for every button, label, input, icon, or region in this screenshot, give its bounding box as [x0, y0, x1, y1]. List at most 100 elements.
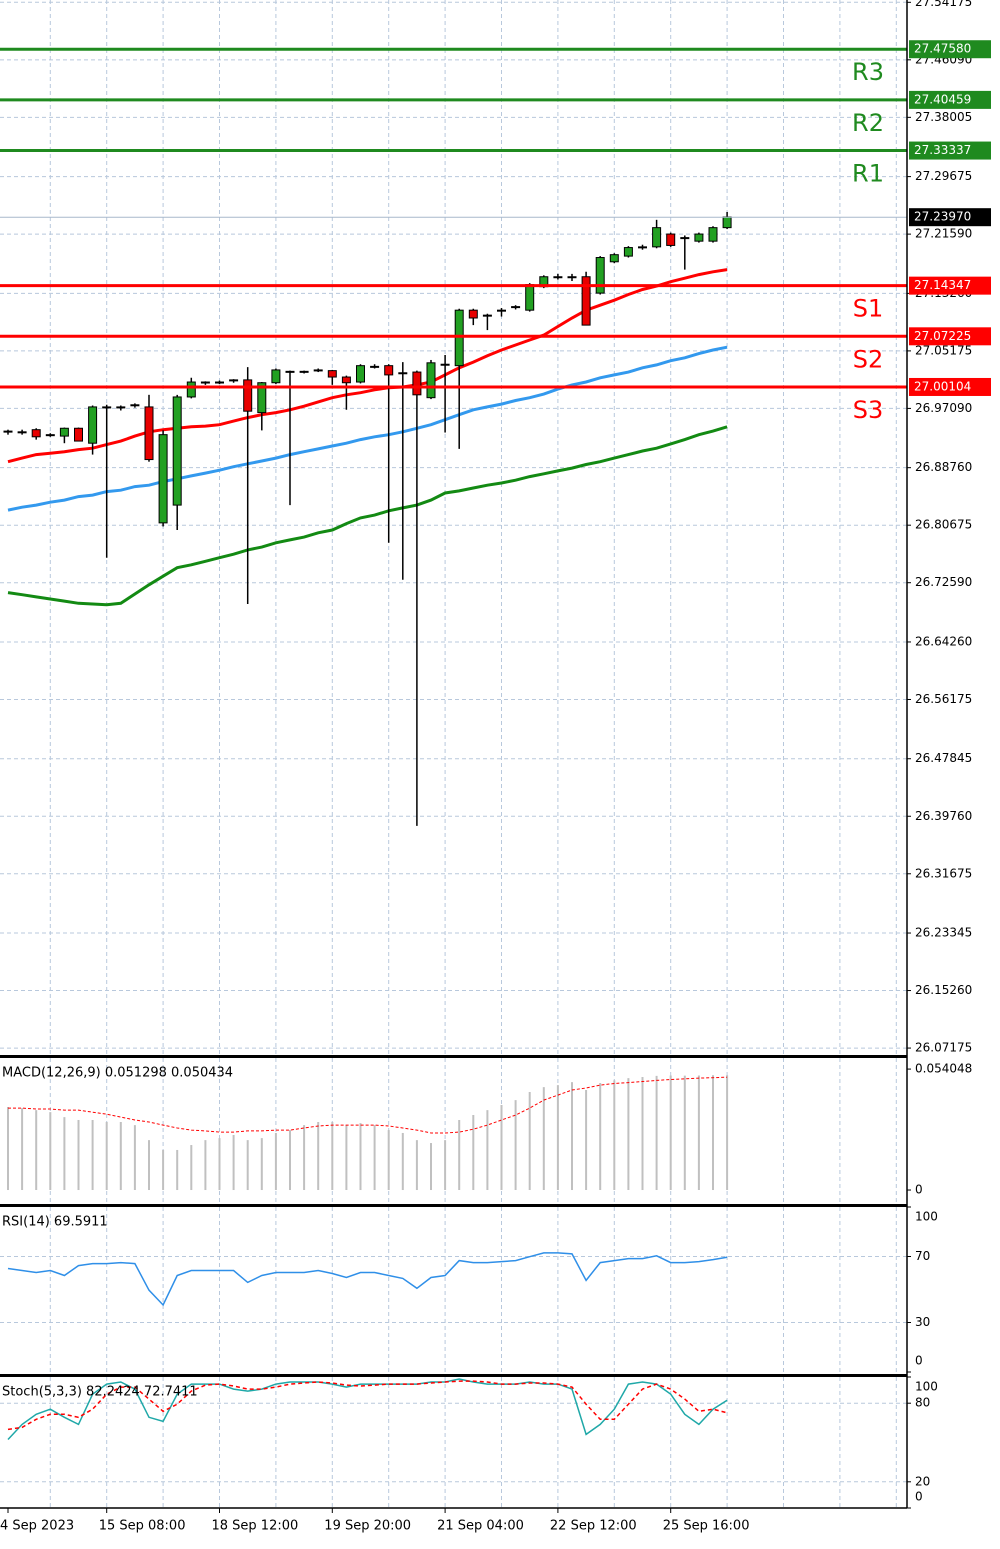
- y-tick-label: 26.23345: [915, 926, 972, 940]
- candle-body: [623, 247, 633, 257]
- pivot-value-label: 27.07225: [914, 329, 971, 343]
- candle-body: [200, 381, 210, 384]
- candle-body: [440, 363, 450, 366]
- candle-body: [313, 369, 323, 372]
- stoch-line: [7, 1378, 728, 1441]
- rsi-line: [7, 1252, 728, 1307]
- y-tick-label: 26.97090: [915, 401, 972, 415]
- candle-body: [327, 370, 337, 378]
- candle-body: [74, 427, 83, 442]
- pivot-name: R2: [852, 109, 884, 137]
- y-tick-label: 100: [915, 1380, 938, 1394]
- candle-body: [186, 381, 196, 398]
- stoch-line: [7, 1380, 728, 1431]
- pivot-name: S2: [853, 345, 884, 373]
- x-tick-label: 22 Sep 12:00: [550, 1519, 637, 1534]
- y-tick-label: 26.47845: [915, 751, 972, 765]
- y-tick-label: 0: [915, 1183, 923, 1197]
- candle-body: [666, 233, 676, 246]
- panel-title: RSI(14) 69.5911: [2, 1215, 108, 1230]
- candle-body: [299, 370, 309, 373]
- candle-body: [144, 406, 154, 461]
- candle-body: [17, 431, 27, 434]
- y-tick-label: 26.56175: [915, 692, 972, 706]
- candle-body: [215, 381, 224, 384]
- candle-body: [398, 372, 408, 375]
- y-tick-label: 26.15260: [915, 983, 972, 997]
- y-tick-label: 70: [915, 1249, 930, 1263]
- y-tick-label: 27.54175: [915, 0, 972, 9]
- y-tick-label: 27.38005: [915, 110, 972, 124]
- candle-body: [454, 309, 464, 367]
- x-tick-label: 18 Sep 12:00: [212, 1519, 299, 1534]
- candle-body: [31, 429, 41, 438]
- candle-body: [116, 406, 126, 409]
- y-tick-label: 26.72590: [915, 575, 972, 589]
- panel-title: MACD(12,26,9) 0.051298 0.050434: [2, 1066, 233, 1081]
- moving-average: [7, 345, 728, 512]
- last-price-label: 27.23970: [914, 210, 971, 224]
- candle-body: [652, 227, 662, 248]
- panel-separator: [0, 1374, 907, 1377]
- y-tick-label: 20: [915, 1474, 930, 1488]
- candle-body: [229, 379, 239, 382]
- y-tick-label: 26.64260: [915, 634, 972, 648]
- candle-body: [694, 233, 704, 242]
- candle-body: [722, 216, 732, 229]
- x-tick-label: 19 Sep 20:00: [324, 1519, 411, 1534]
- candle-body: [497, 309, 506, 312]
- candle-body: [172, 396, 182, 506]
- candle-body: [553, 276, 563, 279]
- candle-body: [102, 406, 112, 409]
- pivot-name: S3: [853, 396, 884, 424]
- panel-title: Stoch(5,3,3) 82.2424 72.7411: [2, 1385, 198, 1400]
- candle-body: [595, 257, 605, 294]
- y-tick-label: 27.21590: [915, 227, 972, 241]
- y-tick-label: 0: [915, 1490, 923, 1504]
- candle-body: [370, 365, 380, 368]
- candle-body: [59, 427, 69, 437]
- y-tick-label: 26.39760: [915, 809, 972, 823]
- candle-body: [356, 365, 365, 383]
- y-tick-label: 0: [915, 1354, 923, 1368]
- candle-body: [426, 362, 436, 399]
- pivot-box: [909, 90, 991, 109]
- candle-body: [130, 404, 140, 407]
- candle-body: [45, 434, 55, 437]
- candle-body: [384, 365, 394, 376]
- y-tick-label: 0.054048: [915, 1062, 972, 1076]
- y-tick-label: 26.80675: [915, 518, 972, 532]
- candle-body: [412, 371, 422, 396]
- candle-body: [708, 227, 718, 242]
- candle-body: [567, 276, 577, 279]
- candle-body: [341, 376, 351, 384]
- panel-separator: [0, 1204, 907, 1207]
- pivot-box: [909, 40, 991, 59]
- y-tick-label: 26.07175: [915, 1041, 972, 1055]
- y-tick-label: 80: [915, 1396, 930, 1410]
- y-tick-label: 30: [915, 1315, 930, 1329]
- pivot-value-label: 27.40459: [914, 92, 971, 106]
- candle-body: [638, 246, 647, 249]
- moving-average: [7, 425, 728, 607]
- candle-body: [88, 406, 98, 444]
- pivot-name: S1: [853, 295, 884, 323]
- candle-body: [511, 306, 521, 309]
- x-tick-label: 25 Sep 16:00: [663, 1519, 750, 1534]
- pivot-value-label: 27.47580: [914, 42, 971, 56]
- y-tick-label: 26.88760: [915, 460, 972, 474]
- candle-body: [482, 314, 492, 317]
- y-tick-label: 26.31675: [915, 866, 972, 880]
- pivot-value-label: 27.00104: [914, 379, 971, 393]
- x-tick-label: 15 Sep 08:00: [99, 1519, 186, 1534]
- candle-body: [3, 430, 13, 433]
- candle-body: [158, 434, 168, 524]
- pivot-name: R3: [852, 58, 884, 86]
- x-tick-label: 21 Sep 04:00: [437, 1519, 524, 1534]
- pivot-box: [909, 276, 991, 295]
- panel-separator: [0, 1055, 907, 1058]
- pivot-box: [909, 377, 991, 396]
- candle-body: [257, 382, 267, 414]
